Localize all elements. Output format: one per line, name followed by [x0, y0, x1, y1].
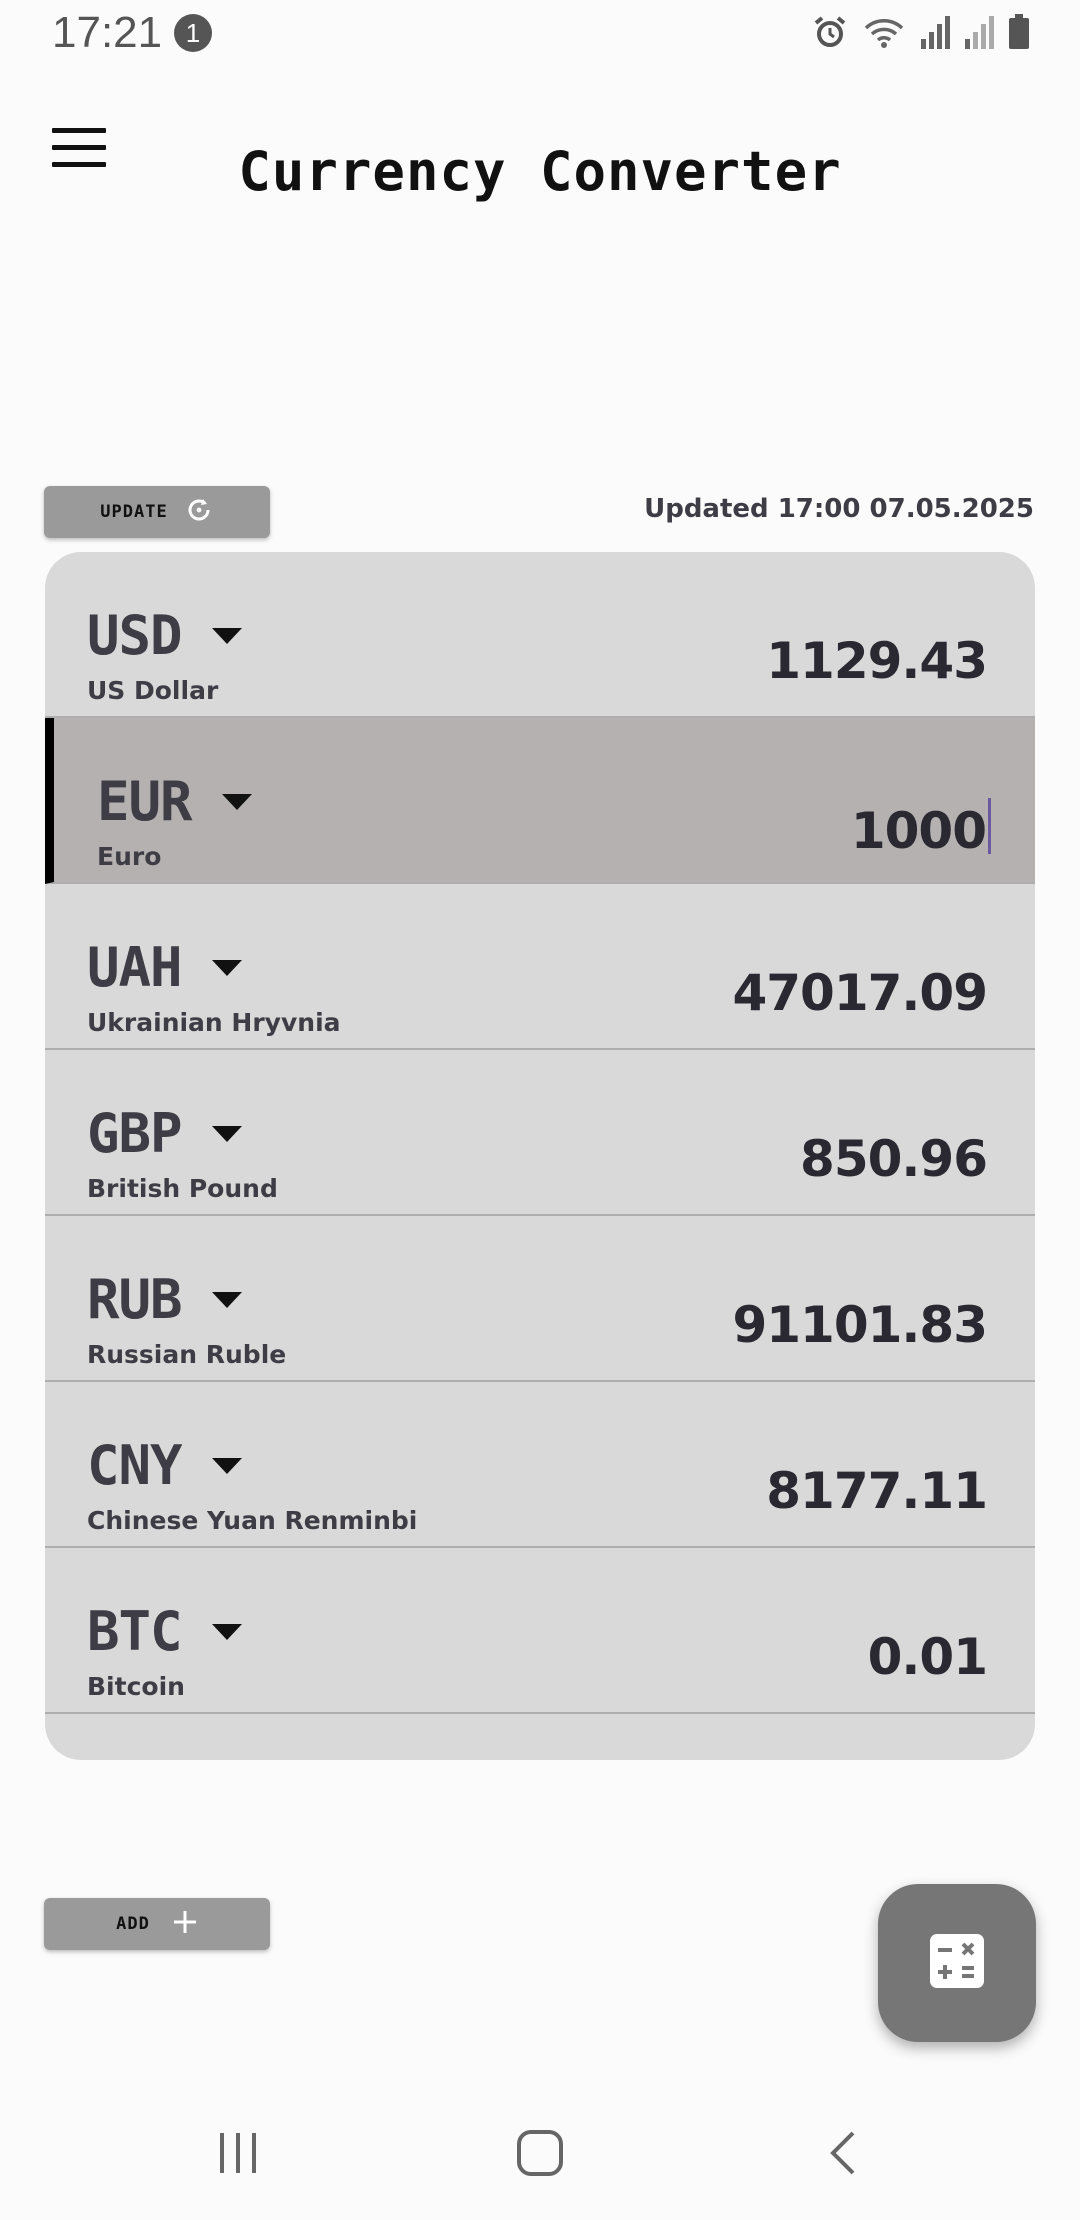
currency-selector[interactable]: EUR — [97, 770, 252, 833]
currency-name: Chinese Yuan Renminbi — [87, 1506, 418, 1535]
currency-row-gbp[interactable]: GBP British Pound 850.96 — [45, 1050, 1035, 1216]
battery-icon — [1008, 14, 1030, 50]
back-button[interactable] — [802, 2120, 882, 2190]
home-button[interactable] — [500, 2120, 580, 2190]
system-nav-bar — [0, 2090, 1080, 2220]
currency-name: Bitcoin — [87, 1672, 185, 1701]
amount-value: 1000 — [850, 802, 987, 860]
page-title: Currency Converter — [238, 140, 842, 203]
currency-selector[interactable]: RUB — [87, 1268, 242, 1331]
add-currency-button[interactable]: ADD — [44, 1898, 270, 1950]
currency-name: Ukrainian Hryvnia — [87, 1008, 341, 1037]
text-cursor — [988, 798, 991, 854]
chevron-down-icon — [211, 627, 242, 644]
plus-icon — [172, 1909, 198, 1939]
currency-selector[interactable]: USD — [87, 604, 242, 667]
currency-list: USD US Dollar 1129.43 EUR Euro 1000 UAH … — [45, 552, 1035, 1760]
update-button-label: UPDATE — [100, 502, 168, 522]
add-button-label: ADD — [116, 1914, 150, 1934]
chevron-down-icon — [211, 1457, 242, 1474]
calculator-button[interactable] — [878, 1884, 1036, 2042]
currency-row-cny[interactable]: CNY Chinese Yuan Renminbi 8177.11 — [45, 1382, 1035, 1548]
wifi-icon — [862, 14, 906, 50]
chevron-down-icon — [211, 959, 242, 976]
amount-input[interactable]: 47017.09 — [732, 964, 988, 1022]
currency-code: CNY — [87, 1434, 183, 1497]
notification-badge: 1 — [174, 14, 212, 52]
amount-input[interactable]: 1129.43 — [766, 632, 988, 690]
currency-code: GBP — [87, 1102, 183, 1165]
currency-selector[interactable]: BTC — [87, 1600, 242, 1663]
currency-selector[interactable]: UAH — [87, 936, 242, 999]
amount-input[interactable]: 0.01 — [867, 1628, 988, 1686]
alarm-icon — [812, 14, 848, 50]
recent-apps-icon — [216, 2131, 260, 2179]
chevron-down-icon — [211, 1291, 242, 1308]
calculator-icon — [930, 1934, 984, 1992]
chevron-down-icon — [211, 1623, 242, 1640]
last-updated-text: Updated 17:00 07.05.2025 — [644, 494, 1034, 524]
status-bar: 17:21 1 — [0, 0, 1080, 70]
currency-name: US Dollar — [87, 676, 219, 705]
currency-name: Russian Ruble — [87, 1340, 287, 1369]
update-button[interactable]: UPDATE — [44, 486, 270, 538]
back-icon — [825, 2129, 859, 2181]
currency-row-rub[interactable]: RUB Russian Ruble 91101.83 — [45, 1216, 1035, 1382]
currency-code: RUB — [87, 1268, 183, 1331]
currency-code: UAH — [87, 936, 183, 999]
currency-code: USD — [87, 604, 183, 667]
amount-input-active[interactable]: 1000 — [851, 798, 991, 860]
currency-code: EUR — [97, 770, 193, 833]
recent-apps-button[interactable] — [198, 2120, 278, 2190]
status-time: 17:21 — [52, 8, 163, 57]
currency-code: BTC — [87, 1600, 183, 1663]
currency-selector[interactable]: GBP — [87, 1102, 242, 1165]
home-icon — [516, 2129, 564, 2181]
signal-icon — [920, 15, 950, 49]
amount-input[interactable]: 91101.83 — [732, 1296, 988, 1354]
currency-row-eur[interactable]: EUR Euro 1000 — [45, 718, 1035, 884]
currency-row-uah[interactable]: UAH Ukrainian Hryvnia 47017.09 — [45, 884, 1035, 1050]
currency-selector[interactable]: CNY — [87, 1434, 242, 1497]
currency-row-btc[interactable]: BTC Bitcoin 0.01 — [45, 1548, 1035, 1714]
currency-name: Euro — [97, 842, 162, 871]
currency-row-usd[interactable]: USD US Dollar 1129.43 — [45, 552, 1035, 718]
currency-name: British Pound — [87, 1174, 278, 1203]
hamburger-menu-icon[interactable] — [52, 128, 106, 168]
signal-weak-icon — [964, 15, 994, 49]
amount-input[interactable]: 850.96 — [800, 1130, 988, 1188]
chevron-down-icon — [221, 793, 252, 810]
amount-input[interactable]: 8177.11 — [766, 1462, 988, 1520]
status-icons — [812, 14, 1030, 50]
chevron-down-icon — [211, 1125, 242, 1142]
refresh-icon — [184, 495, 214, 529]
